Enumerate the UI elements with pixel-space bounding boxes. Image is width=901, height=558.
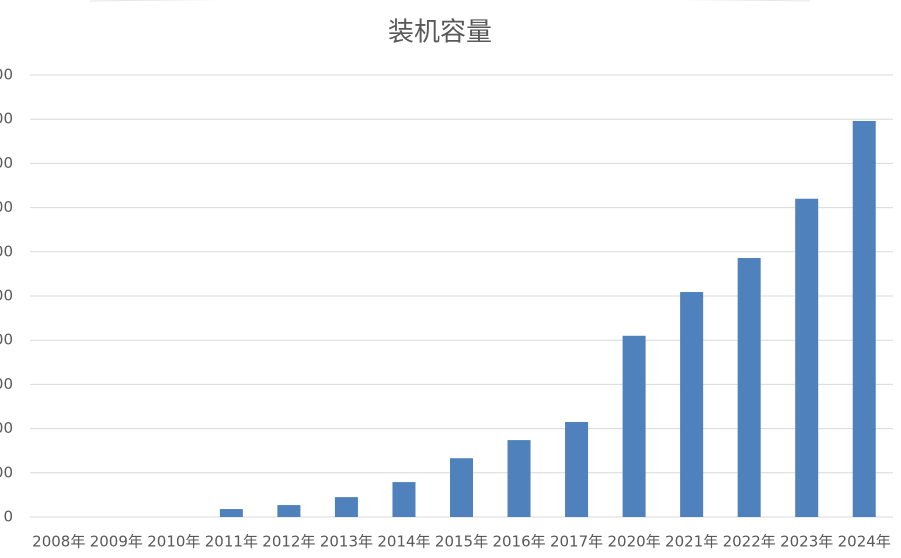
y-tick-label: 900 [0, 110, 13, 128]
bar [680, 292, 704, 517]
x-tick-label: 2013年 [320, 533, 373, 551]
x-tick-label: 2021年 [665, 533, 718, 551]
x-tick-label: 2009年 [90, 533, 143, 551]
y-tick-label: 800 [0, 154, 13, 172]
bar [219, 509, 243, 517]
x-tick-label: 2020年 [608, 533, 661, 551]
x-tick-label: 2024年 [838, 533, 891, 551]
y-tick-label: 400 [0, 331, 13, 349]
chart-border [89, 0, 811, 2]
y-tick-label: 500 [0, 287, 13, 305]
bar [737, 257, 761, 517]
x-tick-label: 2012年 [262, 533, 315, 551]
x-tick-label: 2011年 [205, 533, 258, 551]
chart-title: 装机容量 [388, 18, 492, 48]
y-tick-label: 1000 [0, 66, 13, 84]
bar [622, 335, 646, 517]
x-tick-label: 2008年 [32, 533, 85, 551]
x-tick-label: 2015年 [435, 533, 488, 551]
x-tick-label: 2022年 [723, 533, 776, 551]
y-tick-label: 200 [0, 419, 13, 437]
x-tick-label: 2017年 [550, 533, 603, 551]
x-tick-label: 2023年 [780, 533, 833, 551]
bar [392, 482, 416, 517]
y-tick-label: 0 [3, 508, 13, 526]
bar [565, 421, 589, 517]
bar [449, 458, 474, 517]
bar [277, 505, 301, 517]
x-tick-label: 2016年 [492, 533, 545, 551]
x-tick-label: 2014年 [377, 533, 430, 551]
bar [795, 198, 819, 517]
y-tick-label: 100 [0, 463, 13, 481]
x-tick-label: 2010年 [147, 533, 200, 551]
y-tick-label: 700 [0, 198, 13, 216]
bar [334, 497, 358, 517]
bar [852, 120, 876, 517]
y-tick-label: 600 [0, 242, 13, 260]
bar [507, 440, 531, 517]
y-tick-label: 300 [0, 375, 13, 393]
